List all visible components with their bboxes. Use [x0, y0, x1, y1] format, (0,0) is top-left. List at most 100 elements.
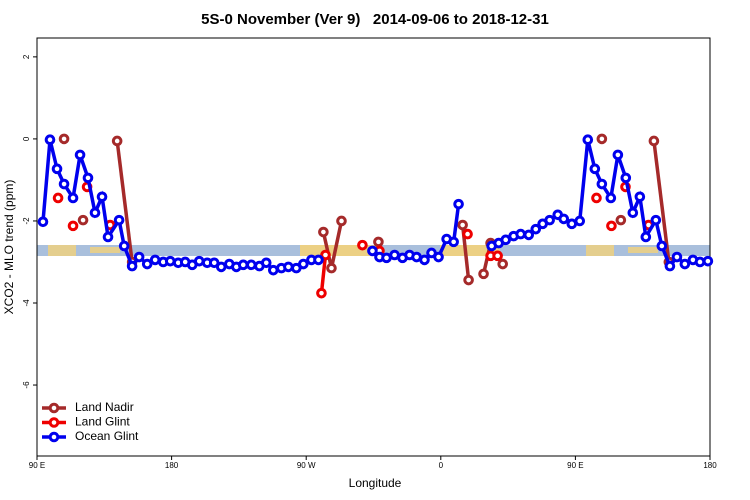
series-point — [51, 163, 63, 175]
series-point — [126, 260, 138, 272]
series-point — [149, 254, 161, 266]
y-tick-label: -6 — [22, 381, 31, 389]
series-point — [606, 220, 617, 232]
series-point — [37, 216, 49, 228]
series-point — [612, 149, 624, 161]
series-point — [320, 249, 331, 261]
series-point — [500, 234, 512, 246]
x-tick-label: 180 — [165, 461, 179, 470]
legend-label: Ocean Glint — [75, 429, 139, 443]
series-point — [133, 251, 145, 263]
x-tick-label: 90 W — [297, 461, 316, 470]
series-point — [58, 178, 70, 190]
series-point — [596, 178, 608, 190]
series-point — [283, 261, 294, 273]
series-point — [433, 251, 444, 263]
land-patch — [90, 247, 120, 253]
series-line — [652, 140, 671, 263]
series-point — [664, 260, 676, 272]
series-point — [478, 268, 489, 280]
land-patch — [300, 245, 380, 256]
plot-frame — [36, 37, 711, 457]
series-point — [193, 255, 205, 267]
series-line — [115, 140, 134, 263]
series-point — [118, 240, 130, 252]
series-point — [419, 254, 430, 266]
series-point — [679, 258, 691, 270]
series-point — [58, 133, 70, 145]
land-patch — [586, 245, 614, 256]
legend-label: Land Nadir — [75, 400, 134, 414]
series-point — [627, 207, 639, 219]
chart-title: 5S-0 November (Ver 9) 2014-09-06 to 2018… — [201, 11, 549, 28]
series-point — [523, 229, 535, 241]
series-point — [589, 163, 601, 175]
series-point — [246, 259, 257, 271]
series-line — [319, 254, 328, 294]
series-point — [111, 135, 123, 147]
series-point — [336, 215, 347, 227]
legend-marker — [48, 417, 60, 428]
series-point — [702, 255, 714, 267]
series-point — [164, 255, 176, 267]
series-point — [326, 262, 337, 274]
series-point — [457, 219, 468, 231]
series-point — [558, 213, 570, 225]
series-point — [237, 259, 249, 271]
series-point — [260, 257, 272, 269]
land-patch — [48, 245, 76, 256]
series-point — [381, 252, 392, 264]
series-point — [591, 192, 602, 204]
x-tick-label: 90 E — [567, 461, 583, 470]
series-point — [357, 239, 368, 251]
series-point — [215, 261, 227, 273]
series-point — [77, 214, 89, 226]
series-point — [582, 134, 594, 146]
legend-marker — [48, 402, 60, 414]
x-tick-label: 0 — [439, 461, 444, 470]
series-point — [671, 251, 683, 263]
y-tick-label: 2 — [22, 54, 31, 59]
series-point — [96, 191, 108, 203]
series-point — [634, 191, 646, 203]
series-point — [462, 228, 473, 240]
series-point — [298, 258, 309, 270]
series-point — [605, 192, 617, 204]
series-point — [316, 287, 327, 299]
series-point — [463, 274, 474, 286]
series-point — [544, 214, 555, 226]
series-point — [67, 192, 79, 204]
series-point — [367, 245, 378, 257]
y-tick-label: -4 — [22, 299, 31, 307]
series-point — [373, 236, 384, 248]
legend-marker — [48, 431, 60, 443]
series-point — [44, 134, 56, 146]
y-tick-label: -2 — [22, 217, 31, 225]
y-tick-label: 0 — [22, 136, 31, 141]
series-point — [497, 258, 509, 270]
series-point — [89, 207, 101, 219]
series-point — [656, 240, 668, 252]
series-point — [492, 250, 503, 262]
land-patch — [440, 245, 500, 256]
series-point — [596, 133, 608, 145]
series-point — [313, 254, 324, 266]
series-point — [640, 231, 652, 243]
series-point — [141, 258, 153, 270]
series-point — [620, 172, 632, 184]
series-point — [648, 135, 660, 147]
y-axis-label: XCO2 - MLO trend (ppm) — [2, 180, 16, 315]
x-axis-label: Longitude — [349, 476, 402, 490]
series-point — [82, 172, 94, 184]
series-point — [574, 215, 586, 227]
series-point — [694, 256, 706, 268]
series-point — [267, 264, 279, 276]
series-point — [74, 149, 86, 161]
legend-label: Land Glint — [75, 415, 130, 429]
series-point — [113, 214, 125, 226]
series-point — [52, 192, 64, 204]
series-point — [515, 228, 526, 240]
x-tick-label: 90 E — [29, 461, 45, 470]
